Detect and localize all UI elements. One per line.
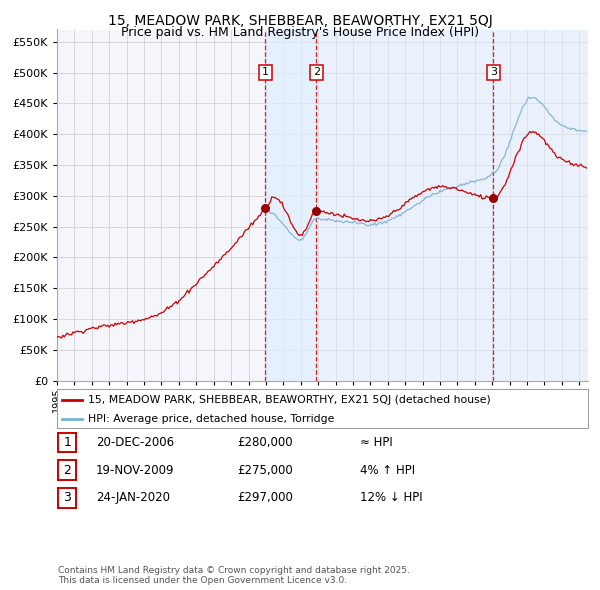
Text: ≈ HPI: ≈ HPI	[360, 436, 393, 449]
Text: 3: 3	[490, 67, 497, 77]
Text: 15, MEADOW PARK, SHEBBEAR, BEAWORTHY, EX21 5QJ: 15, MEADOW PARK, SHEBBEAR, BEAWORTHY, EX…	[107, 14, 493, 28]
Text: £275,000: £275,000	[237, 464, 293, 477]
Text: 12% ↓ HPI: 12% ↓ HPI	[360, 491, 422, 504]
Text: 1: 1	[262, 67, 269, 77]
Text: HPI: Average price, detached house, Torridge: HPI: Average price, detached house, Torr…	[88, 414, 334, 424]
Text: 24-JAN-2020: 24-JAN-2020	[96, 491, 170, 504]
Bar	[316, 30, 588, 381]
Text: 3: 3	[63, 491, 71, 504]
Text: 15, MEADOW PARK, SHEBBEAR, BEAWORTHY, EX21 5QJ (detached house): 15, MEADOW PARK, SHEBBEAR, BEAWORTHY, EX…	[88, 395, 491, 405]
Text: 1: 1	[63, 436, 71, 449]
Text: 4% ↑ HPI: 4% ↑ HPI	[360, 464, 415, 477]
Text: £280,000: £280,000	[237, 436, 293, 449]
Text: £297,000: £297,000	[237, 491, 293, 504]
Text: 2: 2	[63, 464, 71, 477]
Text: 2: 2	[313, 67, 320, 77]
Text: 19-NOV-2009: 19-NOV-2009	[96, 464, 175, 477]
Text: Price paid vs. HM Land Registry's House Price Index (HPI): Price paid vs. HM Land Registry's House …	[121, 26, 479, 39]
Text: Contains HM Land Registry data © Crown copyright and database right 2025.
This d: Contains HM Land Registry data © Crown c…	[58, 566, 410, 585]
Text: 20-DEC-2006: 20-DEC-2006	[96, 436, 174, 449]
Bar	[265, 30, 316, 381]
